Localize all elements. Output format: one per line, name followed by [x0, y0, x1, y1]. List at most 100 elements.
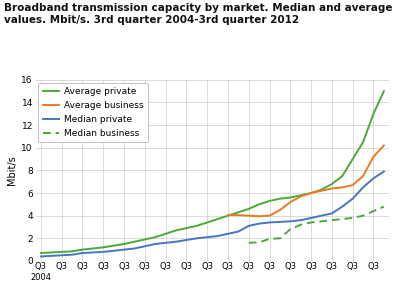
- Average private: [101, 246, 106, 249]
- Median private: [111, 249, 116, 253]
- Average private: [247, 207, 251, 211]
- Median private: [371, 177, 376, 180]
- Median private: [70, 253, 75, 257]
- Median business: [298, 223, 303, 227]
- Average private: [153, 235, 158, 239]
- Median private: [163, 241, 168, 245]
- Average business: [371, 155, 376, 159]
- Average business: [330, 187, 334, 190]
- Average private: [80, 248, 85, 251]
- Line: Median business: Median business: [249, 207, 384, 243]
- Line: Average private: Average private: [41, 91, 384, 253]
- Average private: [49, 251, 54, 254]
- Average private: [132, 240, 137, 243]
- Average private: [340, 174, 345, 178]
- Average private: [111, 244, 116, 247]
- Average business: [267, 214, 272, 217]
- Average private: [350, 157, 355, 161]
- Median business: [288, 227, 293, 231]
- Median private: [195, 236, 199, 240]
- Average private: [330, 182, 334, 186]
- Median private: [247, 224, 251, 228]
- Line: Median private: Median private: [41, 172, 384, 256]
- Median business: [267, 237, 272, 241]
- Median private: [173, 240, 178, 243]
- Median business: [278, 236, 282, 240]
- Average business: [361, 174, 366, 178]
- Median business: [361, 214, 366, 217]
- Average business: [350, 183, 355, 187]
- Average private: [288, 196, 293, 200]
- Median private: [257, 222, 262, 225]
- Average private: [70, 250, 75, 253]
- Median business: [330, 218, 334, 222]
- Average business: [288, 200, 293, 204]
- Median business: [340, 217, 345, 221]
- Median private: [59, 254, 64, 257]
- Average business: [340, 185, 345, 189]
- Median business: [382, 205, 386, 208]
- Average business: [225, 213, 230, 217]
- Average private: [59, 250, 64, 254]
- Average private: [257, 203, 262, 206]
- Median private: [143, 244, 147, 248]
- Legend: Average private, Average business, Median private, Median business: Average private, Average business, Media…: [39, 83, 148, 142]
- Average private: [371, 112, 376, 116]
- Y-axis label: Mbit/s: Mbit/s: [7, 156, 17, 185]
- Median private: [91, 251, 95, 254]
- Average private: [205, 221, 210, 224]
- Median private: [382, 170, 386, 173]
- Average business: [278, 208, 282, 212]
- Median private: [225, 232, 230, 236]
- Average business: [309, 191, 314, 195]
- Average private: [143, 238, 147, 241]
- Median private: [267, 221, 272, 224]
- Average private: [39, 251, 43, 255]
- Line: Average business: Average business: [228, 146, 384, 216]
- Average private: [309, 191, 314, 195]
- Median private: [309, 216, 314, 220]
- Median private: [132, 247, 137, 250]
- Median private: [80, 251, 85, 255]
- Average private: [361, 140, 366, 144]
- Median business: [319, 220, 324, 223]
- Average private: [163, 232, 168, 236]
- Average private: [236, 210, 241, 214]
- Median private: [298, 218, 303, 222]
- Median private: [205, 235, 210, 239]
- Median private: [153, 242, 158, 246]
- Median private: [101, 250, 106, 254]
- Median business: [350, 216, 355, 220]
- Average private: [91, 247, 95, 250]
- Average business: [298, 195, 303, 198]
- Average business: [257, 214, 262, 218]
- Median business: [371, 209, 376, 213]
- Median business: [257, 240, 262, 244]
- Median private: [215, 234, 220, 238]
- Average private: [267, 199, 272, 203]
- Average private: [195, 224, 199, 228]
- Average private: [173, 228, 178, 232]
- Average private: [278, 197, 282, 200]
- Median private: [340, 205, 345, 208]
- Average private: [121, 242, 126, 246]
- Average business: [319, 189, 324, 192]
- Median private: [236, 230, 241, 233]
- Median private: [361, 185, 366, 189]
- Median private: [350, 197, 355, 200]
- Average private: [382, 89, 386, 93]
- Median private: [288, 220, 293, 223]
- Average private: [225, 214, 230, 217]
- Average private: [215, 217, 220, 221]
- Average business: [382, 144, 386, 147]
- Median business: [247, 241, 251, 245]
- Median private: [39, 255, 43, 258]
- Average private: [298, 193, 303, 197]
- Average business: [247, 214, 251, 217]
- Average private: [184, 226, 189, 230]
- Average business: [236, 213, 241, 217]
- Median private: [278, 220, 282, 224]
- Median business: [309, 221, 314, 224]
- Median private: [121, 248, 126, 251]
- Median private: [330, 212, 334, 215]
